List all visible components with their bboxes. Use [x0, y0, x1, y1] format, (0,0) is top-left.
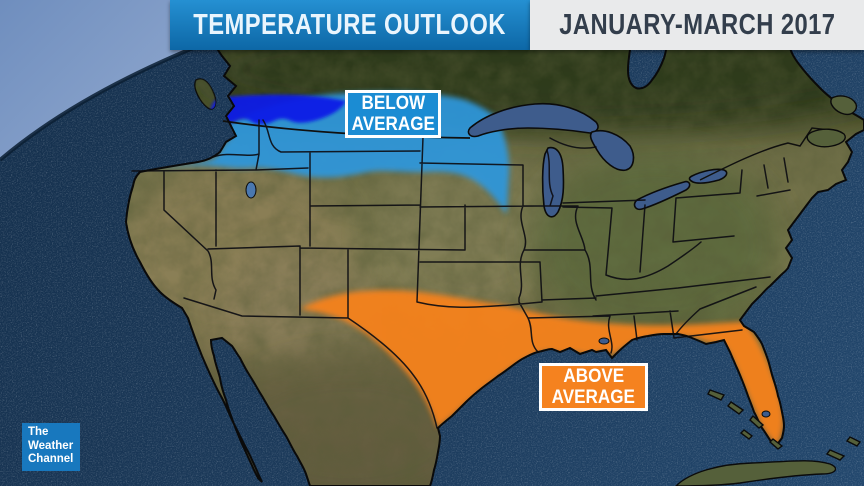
below-average-label-line1: BELOW: [361, 92, 425, 114]
weather-channel-logo: The Weather Channel: [22, 423, 80, 471]
islands: [675, 95, 862, 486]
above-average-label-line1: ABOVE: [563, 365, 624, 387]
canada-east-border: [699, 127, 839, 181]
above-average-label-box: ABOVE AVERAGE: [539, 363, 648, 411]
great-lakes: [467, 102, 728, 218]
header-period-bar: JANUARY-MARCH 2017: [530, 0, 864, 50]
above-average-region: [300, 290, 784, 445]
period-label: JANUARY-MARCH 2017: [558, 8, 836, 41]
state-borders: [131, 119, 791, 429]
lake-pontchartrain: [598, 337, 610, 345]
logo-line1: The: [28, 426, 49, 438]
great-salt-lake: [245, 181, 257, 199]
below-average-core-region: [211, 94, 346, 125]
header-title-bar: TEMPERATURE OUTLOOK: [170, 0, 530, 50]
logo-line3: Channel: [28, 453, 74, 466]
below-average-label-box: BELOW AVERAGE: [345, 90, 441, 138]
earth-horizon-edge: [0, 36, 219, 162]
below-average-label-line2: AVERAGE: [351, 114, 435, 135]
page-title: TEMPERATURE OUTLOOK: [193, 8, 507, 41]
above-average-label-line2: AVERAGE: [551, 387, 636, 408]
lake-okeechobee: [761, 410, 771, 418]
logo-line2: Weather: [28, 439, 74, 452]
